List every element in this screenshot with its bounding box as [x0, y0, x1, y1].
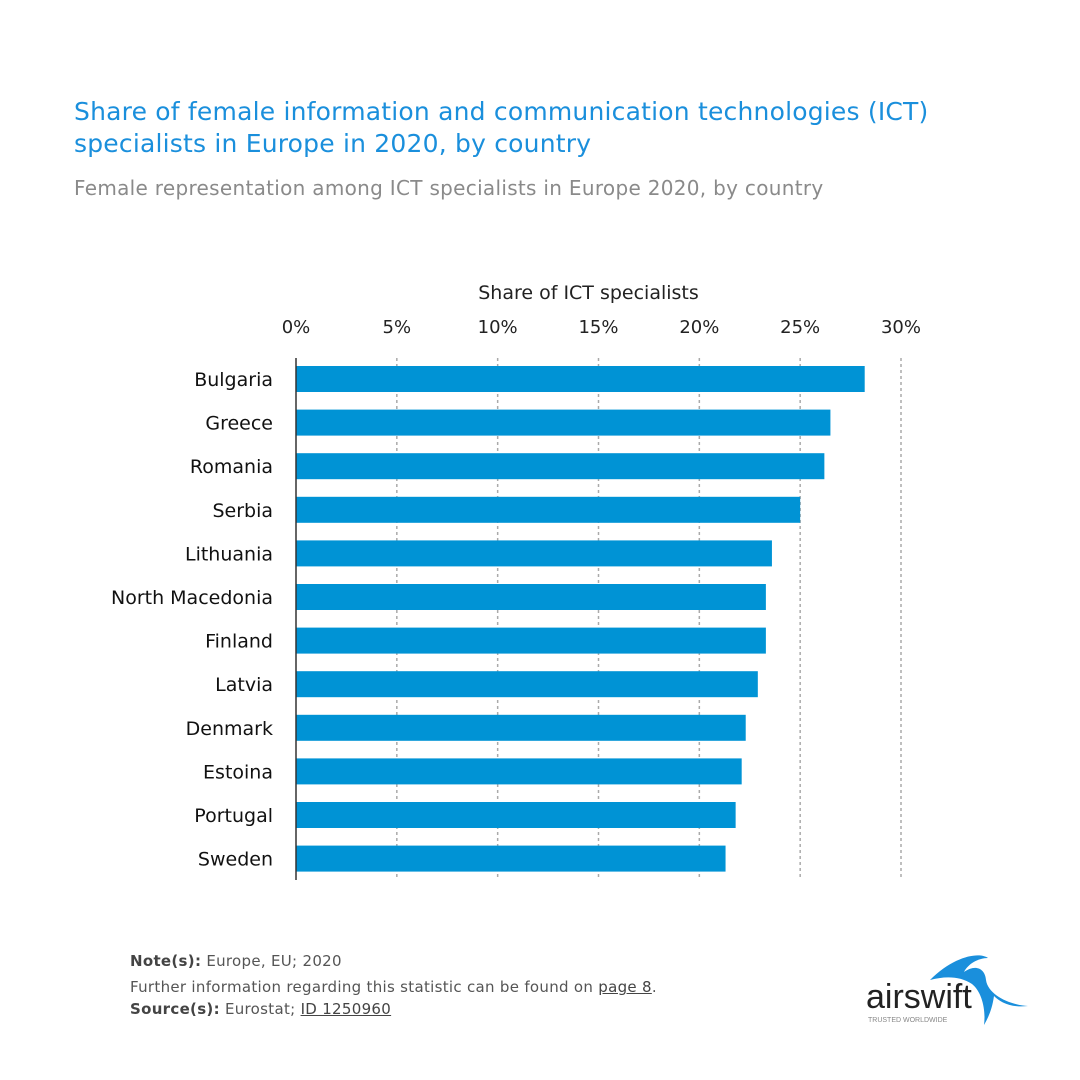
bar-greece	[296, 409, 831, 436]
airswift-logo: airswift TRUSTED WORLDWIDE	[860, 950, 1040, 1030]
category-label: Portugal	[194, 805, 273, 827]
chart-title: Share of female information and communic…	[74, 97, 929, 158]
further-text: Further information regarding this stati…	[130, 978, 599, 996]
category-label: Lithuania	[185, 543, 273, 565]
x-tick-label: 25%	[780, 317, 820, 338]
category-label: Finland	[205, 631, 273, 653]
logo-wordmark: airswift	[866, 978, 972, 1016]
bar-lithuania	[296, 540, 772, 567]
bar-serbia	[296, 496, 801, 523]
bar-north-macedonia	[296, 584, 766, 610]
x-tick-label: 15%	[578, 317, 618, 338]
page-link[interactable]: page 8	[598, 978, 652, 996]
bar-finland	[296, 627, 766, 654]
bar-bulgaria	[296, 366, 865, 392]
category-label: Estoina	[203, 761, 273, 783]
category-label: Bulgaria	[194, 369, 273, 391]
category-label: Latvia	[215, 674, 273, 696]
bar-estoina	[296, 758, 742, 785]
category-label: North Macedonia	[111, 587, 273, 609]
x-tick-label: 10%	[478, 317, 518, 338]
chart-subtitle: Female representation among ICT speciali…	[74, 176, 824, 200]
x-tick-label: 0%	[282, 317, 311, 338]
footer-notes: Note(s): Europe, EU; 2020 Further inform…	[130, 948, 657, 1022]
x-tick-label: 20%	[679, 317, 719, 338]
category-label: Sweden	[198, 849, 273, 871]
bar-portugal	[296, 802, 736, 828]
x-tick-label: 30%	[881, 317, 921, 338]
note-label: Note(s):	[130, 952, 202, 970]
logo-tagline: TRUSTED WORLDWIDE	[868, 1017, 948, 1024]
category-label: Romania	[190, 456, 273, 478]
category-label: Serbia	[212, 500, 273, 522]
bar-latvia	[296, 671, 758, 698]
source-id-link[interactable]: ID 1250960	[300, 1000, 392, 1018]
bar-sweden	[296, 845, 726, 872]
x-tick-label: 5%	[383, 317, 412, 338]
source-label: Source(s):	[130, 1000, 220, 1018]
note-text: Europe, EU; 2020	[201, 952, 342, 970]
bar-romania	[296, 453, 825, 480]
further-end: .	[651, 978, 657, 996]
x-axis-label: Share of ICT specialists	[478, 282, 699, 304]
category-label: Denmark	[186, 718, 273, 740]
source-text: Eurostat;	[219, 1000, 301, 1018]
category-label: Greece	[205, 413, 273, 435]
swift-bird-icon: airswift TRUSTED WORLDWIDE	[866, 955, 1028, 1025]
bar-denmark	[296, 714, 746, 741]
